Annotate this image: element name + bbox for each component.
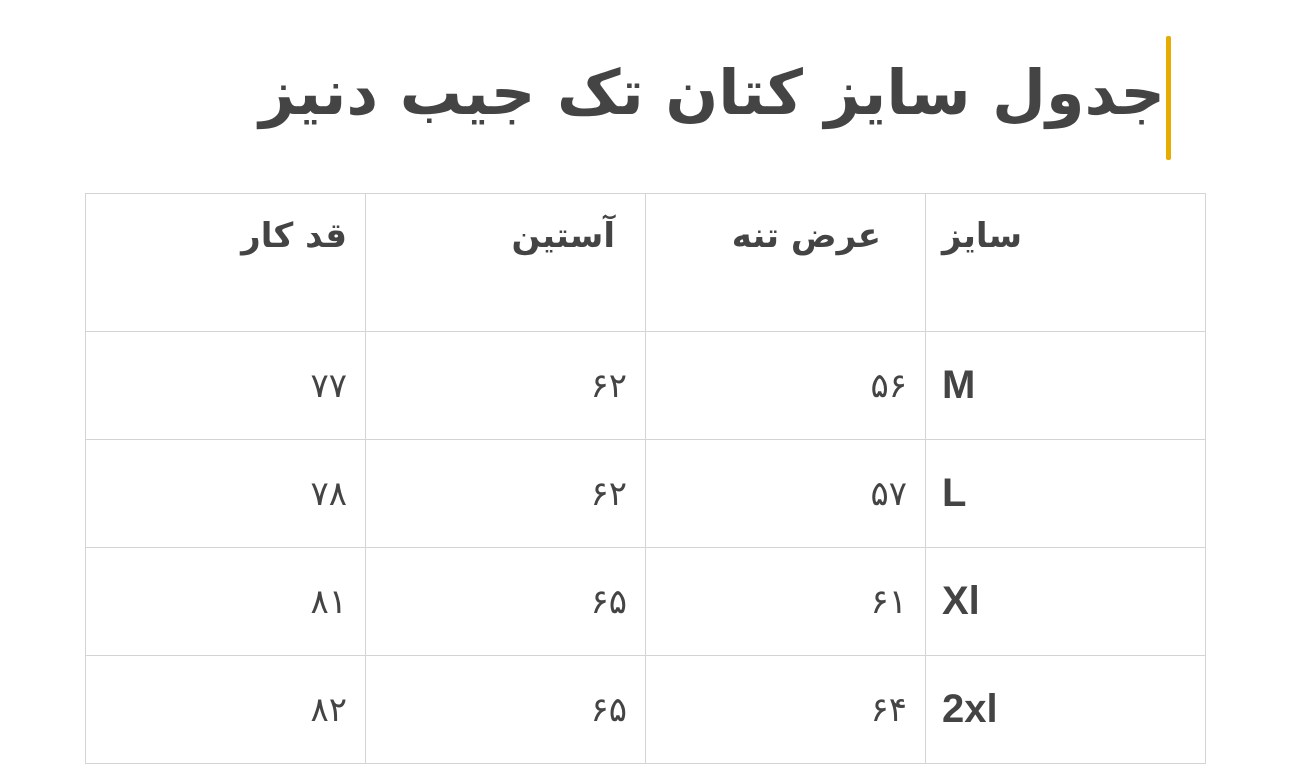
table-row: L ۵۷ ۶۲ ۷۸	[85, 439, 1206, 548]
text-cursor	[1166, 36, 1171, 160]
cell-size: M	[925, 331, 1206, 440]
table-row: Xl ۶۱ ۶۵ ۸۱	[85, 547, 1206, 656]
header-size: سایز	[925, 193, 1206, 332]
cell-length: ۸۲	[85, 655, 366, 764]
table-header-row: سایز عرض تنه آستین قد کار	[85, 193, 1206, 332]
table-row: M ۵۶ ۶۲ ۷۷	[85, 331, 1206, 440]
cell-size: 2xl	[925, 655, 1206, 764]
size-table: سایز عرض تنه آستین قد کار M ۵۶ ۶۲ ۷۷ L ۵…	[85, 193, 1206, 764]
cell-chest-width: ۶۴	[645, 655, 926, 764]
cell-sleeve: ۶۵	[365, 547, 646, 656]
header-chest-width: عرض تنه	[645, 193, 926, 332]
page-title: جدول سایز کتان تک جیب دنیز	[259, 56, 1165, 129]
cell-length: ۷۷	[85, 331, 366, 440]
cell-chest-width: ۵۷	[645, 439, 926, 548]
header-sleeve: آستین	[365, 193, 646, 332]
cell-chest-width: ۶۱	[645, 547, 926, 656]
table-row: 2xl ۶۴ ۶۵ ۸۲	[85, 655, 1206, 764]
cell-size: Xl	[925, 547, 1206, 656]
cell-size: L	[925, 439, 1206, 548]
cell-chest-width: ۵۶	[645, 331, 926, 440]
cell-length: ۸۱	[85, 547, 366, 656]
cell-sleeve: ۶۲	[365, 439, 646, 548]
cell-sleeve: ۶۵	[365, 655, 646, 764]
header-length: قد کار	[85, 193, 366, 332]
cell-sleeve: ۶۲	[365, 331, 646, 440]
cell-length: ۷۸	[85, 439, 366, 548]
